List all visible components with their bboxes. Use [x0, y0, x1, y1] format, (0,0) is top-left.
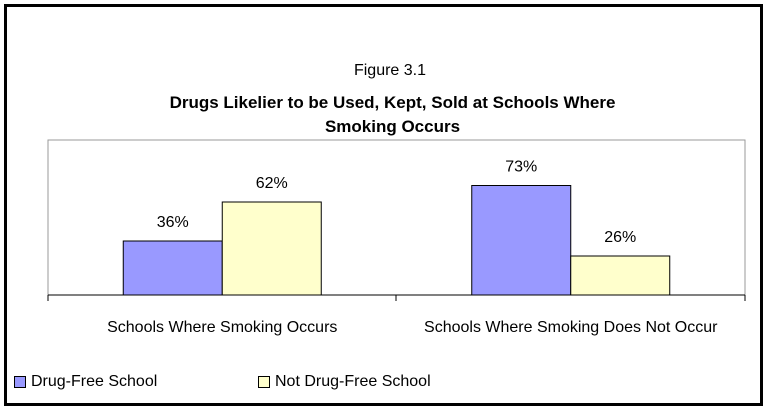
data-label: 26% [604, 229, 636, 246]
bar [221, 201, 322, 296]
bar [570, 255, 671, 296]
x-tick-label: Schools Where Smoking Does Not Occur [424, 319, 718, 336]
legend-swatch [258, 376, 270, 388]
data-label: 62% [256, 175, 288, 192]
legend-item: Not Drug-Free School [258, 373, 431, 391]
x-tick-label: Schools Where Smoking Occurs [107, 319, 338, 336]
bar [471, 185, 572, 296]
data-label: 73% [505, 159, 537, 176]
data-label: 36% [157, 214, 189, 231]
legend-swatch [14, 376, 26, 388]
bar [122, 240, 223, 296]
legend-label: Drug-Free School [31, 373, 158, 390]
figure-label: Figure 3.1 [353, 62, 427, 79]
legend-item: Drug-Free School [14, 373, 157, 391]
chart-title: Drugs Likelier to be Used, Kept, Sold at… [169, 93, 616, 136]
legend-label: Not Drug-Free School [275, 373, 431, 390]
